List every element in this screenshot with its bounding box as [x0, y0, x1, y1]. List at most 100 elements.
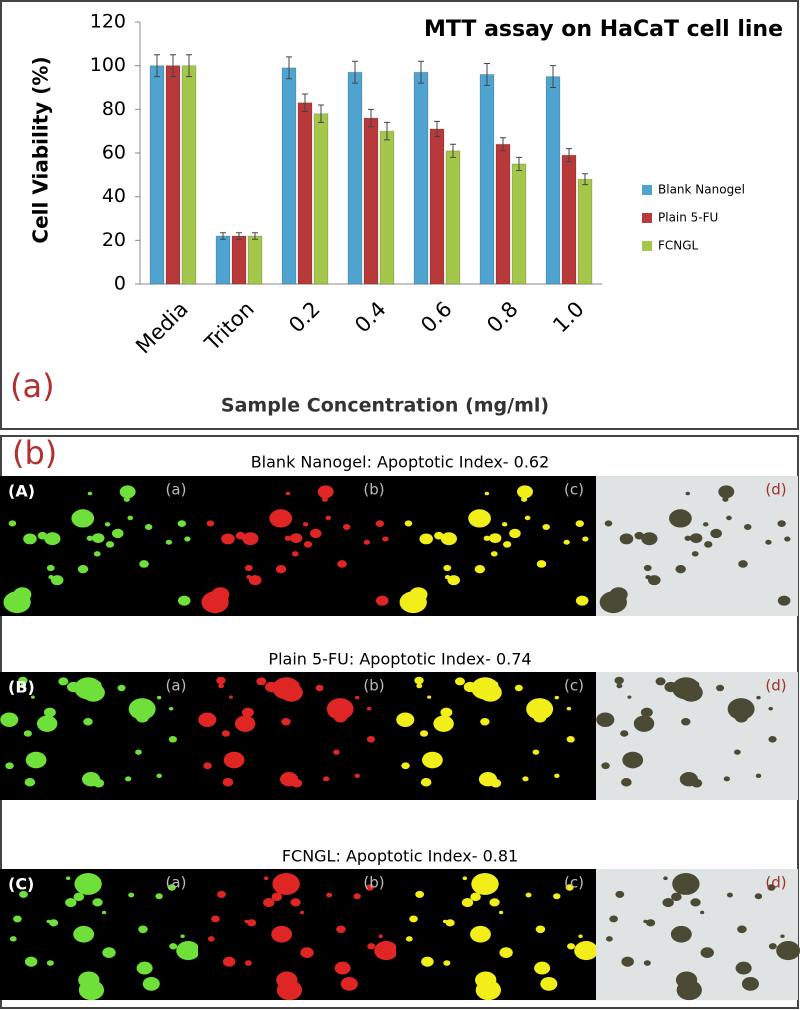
cell [784, 536, 791, 542]
cell [169, 943, 178, 950]
cell [655, 677, 666, 686]
cell [366, 706, 372, 711]
x-tick-label: Triton [200, 297, 259, 356]
cell [321, 496, 328, 502]
cell [36, 715, 58, 732]
cell [575, 595, 589, 606]
cell [317, 485, 334, 499]
cell [25, 751, 47, 769]
cell [405, 936, 413, 942]
cell [474, 564, 486, 574]
cell [92, 898, 103, 907]
cell [123, 496, 130, 502]
cell [363, 539, 371, 545]
legend-swatch [642, 241, 652, 251]
y-tick-label: 80 [102, 98, 126, 120]
cell [333, 711, 348, 723]
cell [684, 535, 692, 541]
row-label: (A) [8, 482, 35, 501]
image-label: (a) [166, 481, 187, 499]
cell [19, 598, 26, 604]
error-bar [484, 62, 490, 86]
cell [669, 509, 692, 528]
cell [777, 520, 786, 527]
error-bar [302, 93, 308, 113]
cell [700, 947, 714, 958]
cell [621, 778, 632, 787]
cell [533, 711, 547, 723]
cell [675, 564, 686, 574]
cell [404, 520, 413, 527]
cell [325, 515, 332, 521]
image-label: (b) [363, 481, 384, 499]
cell [128, 892, 135, 898]
cell [738, 560, 748, 568]
error-bar [236, 232, 242, 240]
cell [271, 925, 293, 943]
cell [756, 695, 761, 700]
cell [583, 951, 590, 956]
cell [616, 683, 623, 689]
bar [181, 65, 197, 285]
cell [718, 485, 735, 499]
cell [489, 898, 500, 907]
cell [502, 541, 512, 548]
cell [336, 925, 346, 934]
legend-swatch [642, 213, 652, 223]
cell [440, 532, 457, 546]
cell [704, 541, 713, 548]
cell [303, 541, 313, 548]
cell [176, 941, 201, 961]
cell [265, 681, 278, 693]
cell [221, 730, 230, 737]
cell [290, 898, 301, 907]
cell [222, 956, 236, 967]
bar [347, 71, 363, 285]
bar [495, 143, 511, 285]
micrograph [198, 476, 396, 616]
cell [337, 560, 347, 568]
cell [185, 951, 192, 956]
image-label: (c) [564, 481, 584, 499]
cell [462, 876, 468, 881]
cell [615, 890, 625, 898]
y-tick-label: 40 [102, 185, 126, 207]
cell [177, 595, 191, 606]
cell [105, 541, 115, 548]
cell [735, 961, 752, 975]
cell [44, 532, 61, 546]
cell [135, 711, 150, 723]
cell [442, 919, 448, 924]
cell [326, 892, 333, 898]
x-tick-label: 0.6 [416, 297, 457, 338]
cell [375, 595, 389, 606]
cell [785, 951, 791, 956]
cell [767, 884, 776, 891]
cell [50, 575, 64, 586]
cell [342, 524, 351, 531]
cell [9, 936, 17, 942]
cell [681, 717, 691, 726]
cell [768, 706, 773, 711]
cell [621, 956, 634, 967]
panel-a-border [0, 0, 799, 430]
cell [23, 533, 37, 545]
cell [445, 919, 455, 927]
cell [691, 682, 699, 689]
cell [566, 735, 575, 743]
x-tick-label: 0.4 [350, 297, 391, 338]
cell [101, 910, 107, 915]
error-bar [384, 121, 390, 141]
row-label: (B) [8, 678, 35, 697]
cell [777, 595, 791, 606]
cell [433, 715, 454, 732]
cell [65, 898, 77, 908]
cell [743, 524, 752, 531]
cell [228, 695, 233, 699]
cell [242, 532, 259, 546]
cell [396, 712, 415, 727]
cell [222, 778, 234, 787]
cell [489, 533, 502, 544]
cell [340, 977, 358, 991]
cell [92, 533, 105, 544]
